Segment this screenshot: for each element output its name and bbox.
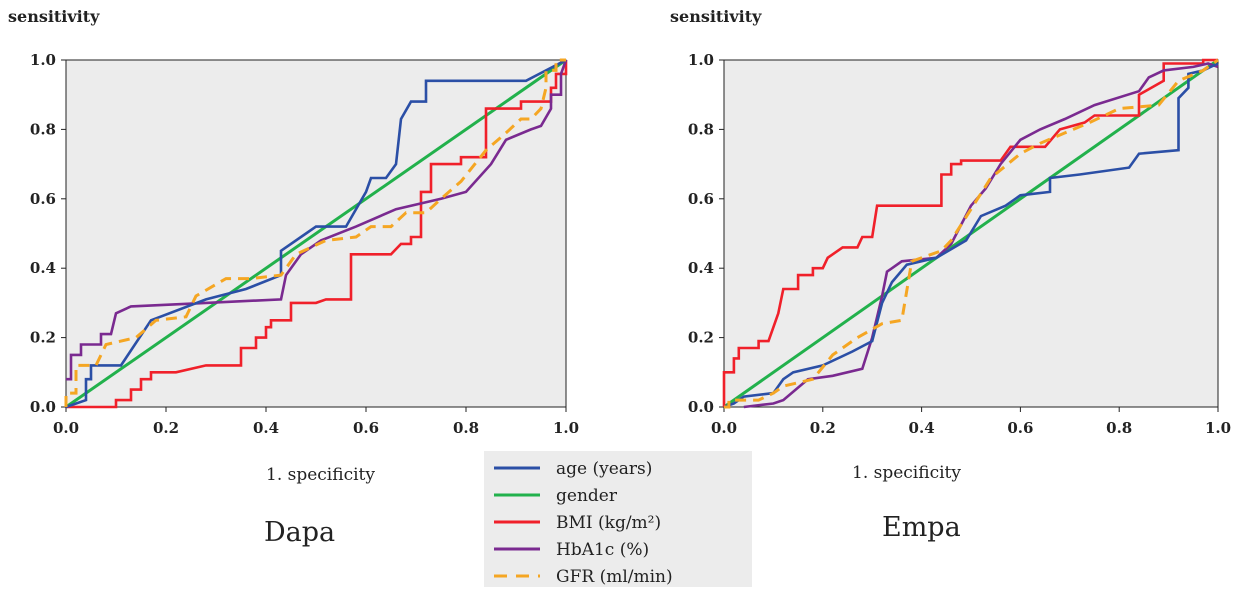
dapa-x-tick-label: 0.2 (153, 419, 179, 437)
empa-y-tick-label: 0.2 (688, 329, 714, 347)
empa-y-axis-label: sensitivity (670, 7, 762, 26)
dapa-title: Dapa (264, 517, 335, 548)
empa-series (722, 58, 1219, 409)
empa-x-axis-label: 1. specificity (852, 463, 961, 483)
dapa-ticks: 0.0 0.2 0.4 0.6 0.8 1.0 0.0 0.2 0.4 0.6 0.8 1.0 (30, 51, 579, 437)
empa-series-gfr-line (724, 58, 1219, 409)
dapa-x-tick-label: 0.4 (253, 419, 279, 437)
empa-x-tick-label: 0.2 (810, 419, 836, 437)
legend-age-label: age (years) (556, 459, 652, 479)
empa-x-tick-label: 0.8 (1106, 419, 1132, 437)
legend-box (484, 451, 752, 587)
dapa-y-tick-label: 1.0 (30, 51, 56, 69)
empa-x-tick-label: 0.0 (711, 419, 737, 437)
empa-x-tick-label: 1.0 (1205, 419, 1231, 437)
legend-gfr-label: GFR (ml/min) (556, 567, 673, 587)
empa-y-tick-label: 0.0 (688, 398, 714, 416)
empa-ticks: 0.0 0.2 0.4 0.6 0.8 1.0 0.0 0.2 0.4 0.6 0.8 1.0 (688, 51, 1231, 437)
dapa-y-tick-label: 0.0 (30, 398, 56, 416)
legend-hba1c-label: HbA1c (%) (556, 540, 649, 560)
empa-series-bmi-line (722, 58, 1218, 407)
dapa-y-tick-label: 0.4 (30, 259, 56, 277)
empa-x-tick-label: 0.4 (909, 419, 935, 437)
dapa-series-bmi-line (66, 60, 568, 409)
dapa-y-axis-label: sensitivity (8, 7, 100, 26)
dapa-series (64, 58, 568, 409)
dapa-x-tick-label: 0.6 (353, 419, 379, 437)
empa-title: Empa (882, 512, 961, 543)
legend: age (years) gender BMI (kg/m²) HbA1c (%) GFR… (484, 451, 752, 587)
empa-series-hba1c-line (743, 62, 1219, 409)
dapa-series-age-line (65, 58, 567, 409)
dapa-y-tick-label: 0.8 (30, 120, 56, 138)
dapa-series-gfr-line (64, 58, 566, 407)
empa-x-tick-label: 0.6 (1007, 419, 1033, 437)
dapa-x-axis-label: 1. specificity (266, 465, 375, 485)
dapa-x-tick-label: 0.8 (453, 419, 479, 437)
empa-y-tick-label: 0.4 (688, 259, 714, 277)
dapa-series-gender-line (65, 58, 567, 409)
dapa-x-tick-label: 0.0 (53, 419, 79, 437)
legend-bmi-label: BMI (kg/m²) (556, 513, 661, 533)
dapa-series-hba1c-line (66, 59, 568, 381)
empa-y-tick-label: 0.8 (688, 120, 714, 138)
legend-gender-label: gender (556, 486, 618, 506)
dapa-y-tick-label: 0.6 (30, 190, 56, 208)
dapa-x-tick-label: 1.0 (553, 419, 579, 437)
chart-dapa: sensitivity 0.00.20.40.60.81.00.0 0.2 0.4 0… (8, 7, 579, 548)
dapa-y-tick-label: 0.2 (30, 329, 56, 347)
empa-series-age-line (723, 62, 1219, 409)
empa-y-tick-label: 1.0 (688, 51, 714, 69)
chart-empa: sensitivity 0.00.20.40.60.81.00.0 0.2 0.4 0… (670, 7, 1231, 543)
empa-y-tick-label: 0.6 (688, 190, 714, 208)
